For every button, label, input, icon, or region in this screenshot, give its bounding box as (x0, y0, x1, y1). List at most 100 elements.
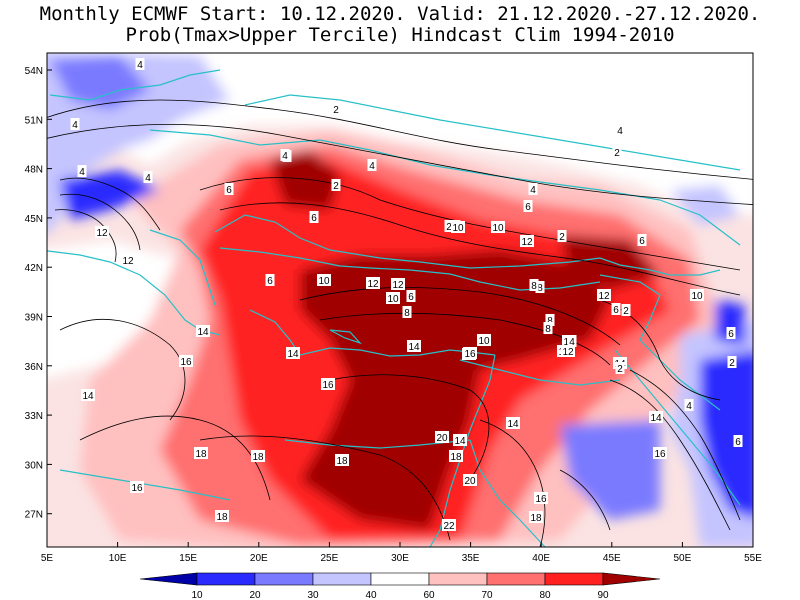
contour-label-box (611, 303, 621, 315)
contour-label: 4 (686, 401, 692, 412)
contour-label: 12 (122, 256, 134, 267)
contour-label-box (463, 474, 477, 486)
isoline (59, 319, 186, 421)
isoline (559, 469, 611, 531)
contour-label-box (615, 362, 625, 374)
contour-label-box (561, 345, 575, 357)
isoline (629, 369, 741, 521)
isoline (329, 374, 490, 481)
contour-label-box (451, 221, 465, 233)
contour-label: 2 (446, 222, 452, 233)
contour-label-box (81, 389, 95, 401)
contour-label: 14 (507, 419, 519, 430)
contour-label-box (391, 278, 405, 290)
contour-label: 8 (547, 316, 553, 327)
contour-label-box (567, 335, 577, 347)
contour-label-box (615, 124, 625, 136)
contour-label-box (463, 347, 477, 359)
contour-label-box (366, 277, 380, 289)
contour-label-box (444, 220, 454, 232)
contour-label: 12 (392, 280, 404, 291)
isoline (59, 193, 141, 251)
map-field (47, 53, 753, 547)
contour-label-box (684, 399, 694, 411)
contour-label: 16 (535, 494, 547, 505)
contour-label: 6 (311, 213, 317, 224)
contour-label-box (331, 179, 341, 191)
contour-label: 6 (735, 437, 741, 448)
colorbar-segment (370, 572, 430, 586)
contour-label: 2 (729, 358, 735, 369)
contour-label: 6 (226, 185, 232, 196)
contour-label: 12 (521, 237, 533, 248)
contour-label: 2 (559, 232, 565, 243)
latitude-axis: 54N 51N 48N 45N 42N 39N 36N 33N 30N 27N (25, 66, 52, 521)
colorbar-label: 20 (249, 590, 261, 600)
border-nw (49, 69, 221, 101)
contour-label: 6 (639, 236, 645, 247)
contour-label: 4 (369, 161, 375, 172)
contour-label-box (449, 450, 463, 462)
contour-label: 10 (387, 294, 399, 305)
contour-label-box (733, 435, 743, 447)
contour-label: 16 (180, 357, 192, 368)
lon-tick-label: 35E (462, 553, 480, 564)
contour-label: 12 (367, 279, 379, 290)
contour-label-box (194, 447, 208, 459)
map-title-line-2: Prob(Tmax>Upper Tercile) Hindcast Clim 1… (125, 24, 675, 46)
contour-label: 8 (545, 324, 551, 335)
contour-label-box (477, 334, 491, 346)
contour-label-box (215, 510, 229, 522)
contour-label: 4 (282, 151, 288, 162)
contour-label: 18 (195, 449, 207, 460)
contour-label-box (653, 447, 667, 459)
contour-label: 8 (404, 308, 410, 319)
border-caucasus (659, 199, 741, 246)
caspian-west-coast (599, 274, 721, 411)
longitude-axis: 5E 10E 15E 20E 25E 30E 35E 40E 45E 50E 55E (41, 542, 762, 564)
colorbar-segment (544, 572, 604, 586)
contour-label-box (528, 183, 538, 195)
contour-label-box (406, 290, 416, 302)
contour-label: 12 (598, 291, 610, 302)
contour-label: 2 (333, 181, 339, 192)
contour-label-box (491, 221, 505, 233)
contour-label: 4 (145, 173, 151, 184)
isolines (47, 99, 753, 547)
contour-label-box (649, 411, 663, 423)
coastlines (47, 69, 741, 547)
contour-label-box (534, 492, 548, 504)
colorbar-segment (139, 572, 198, 586)
contour-label-box (367, 159, 377, 171)
contour-label: 14 (650, 413, 662, 424)
contour-label-box (309, 211, 319, 223)
contour-label-box (286, 347, 300, 359)
lon-tick-label: 40E (532, 553, 550, 564)
colorbar-label: 60 (423, 590, 435, 600)
isoline (479, 419, 546, 547)
contour-label: 8 (537, 283, 543, 294)
lat-tick-label: 30N (25, 460, 43, 471)
contour-label: 10 (318, 276, 330, 287)
isoline (219, 202, 741, 296)
contour-label-box (130, 481, 144, 493)
lat-tick-label: 33N (25, 411, 43, 422)
contour-label: 2 (617, 364, 623, 375)
contour-label: 16 (654, 449, 666, 460)
contour-label: 18 (450, 452, 462, 463)
contour-label: 4 (137, 60, 143, 71)
contour-label-box (317, 274, 331, 286)
contour-label-box (280, 149, 290, 161)
lat-tick-label: 27N (25, 510, 43, 521)
contour-label: 16 (322, 380, 334, 391)
contour-label-box (535, 281, 545, 293)
lon-tick-label: 55E (744, 553, 762, 564)
balkan-coast (149, 229, 216, 306)
contour-label-box (506, 417, 520, 429)
contour-label-box (557, 230, 567, 242)
contour-label-box (95, 226, 109, 238)
contour-label-box (453, 434, 467, 446)
contour-label-box (121, 254, 135, 266)
colorbar-label: 40 (365, 590, 377, 600)
